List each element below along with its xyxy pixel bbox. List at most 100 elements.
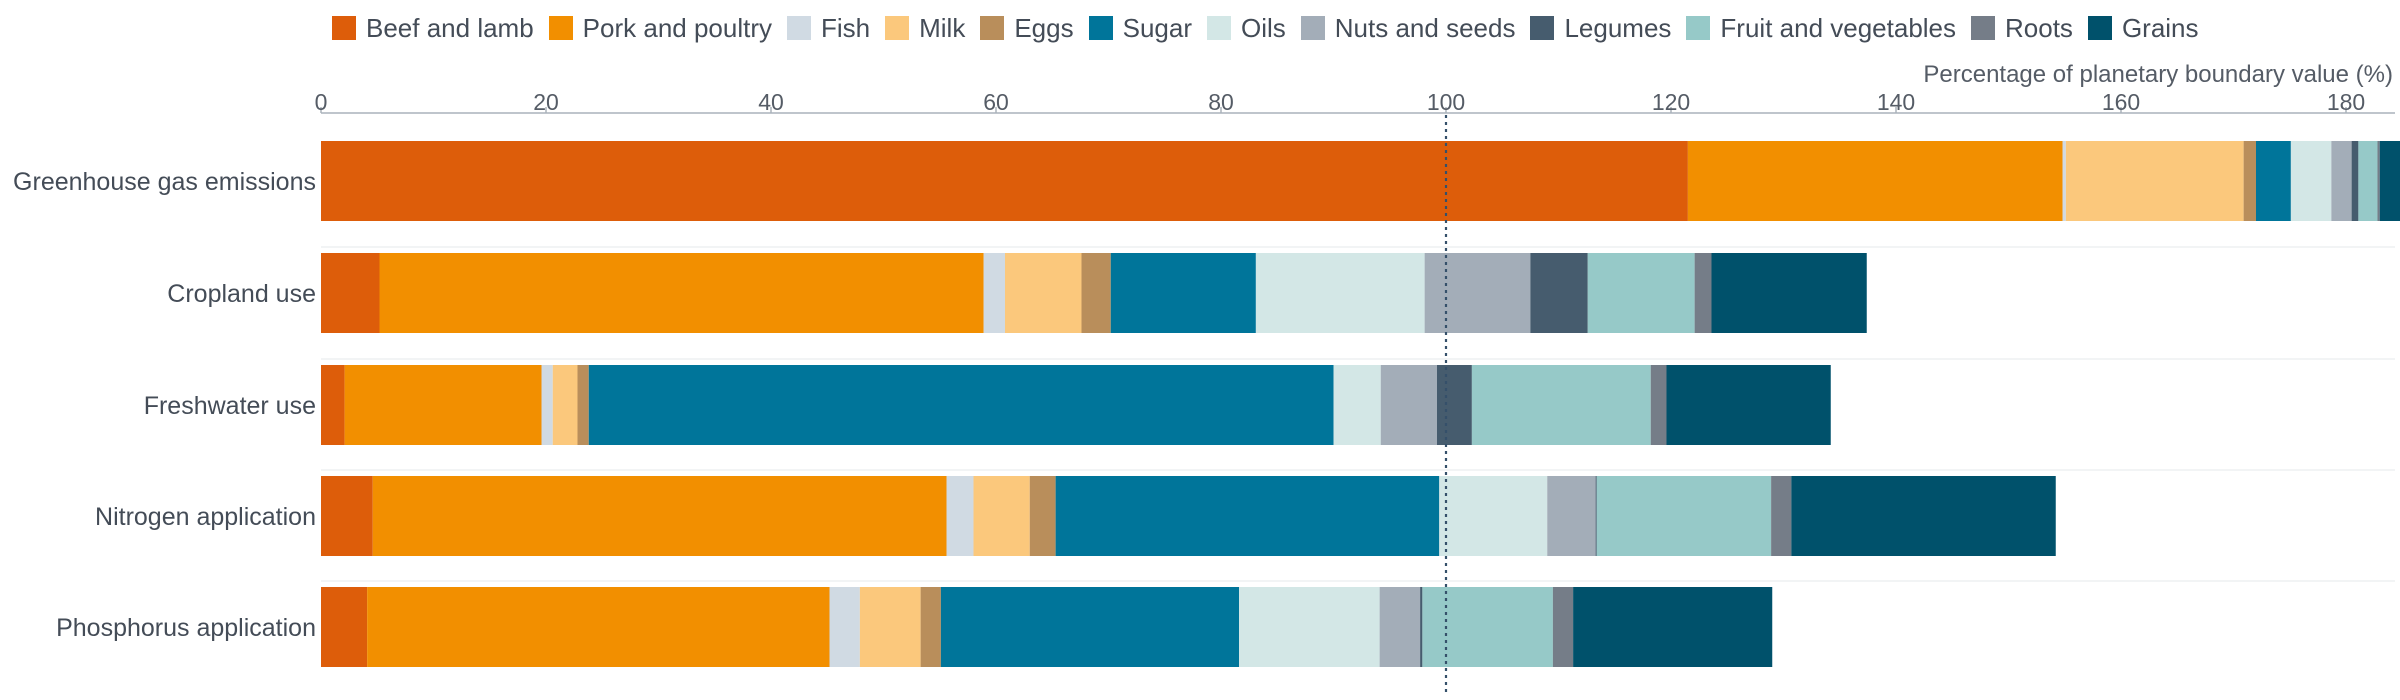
legend-item-roots[interactable]: Roots: [1971, 13, 2073, 44]
bar-segment-phosphorus-application-oils: [1239, 587, 1380, 667]
bar-segment-freshwater-use-milk: [552, 365, 578, 445]
bar-segment-phosphorus-application-eggs: [920, 587, 941, 667]
legend-item-grains[interactable]: Grains: [2087, 13, 2199, 44]
bar-segment-cropland-use-fruit-and-vegetables: [1587, 253, 1695, 333]
bar-segment-greenhouse-gas-emissions-roots: [2377, 141, 2380, 221]
x-tick-label: 0: [315, 89, 328, 115]
legend-item-pork-and-poultry[interactable]: Pork and poultry: [548, 12, 772, 44]
legend-item-legumes[interactable]: Legumes: [1530, 13, 1671, 44]
bar-segment-phosphorus-application-nuts-and-seeds: [1379, 587, 1421, 667]
bar-segment-nitrogen-application-legumes: [1595, 476, 1597, 556]
legend-label: Eggs: [1014, 12, 1074, 43]
x-tick-label: 140: [1877, 89, 1915, 115]
bar-segment-phosphorus-application-fruit-and-vegetables: [1422, 587, 1553, 667]
x-tick-label: 20: [533, 89, 559, 115]
legend-swatch: [1971, 16, 1996, 40]
bar-segment-greenhouse-gas-emissions-nuts-and-seeds: [2331, 141, 2352, 221]
bar-segment-nitrogen-application-fish: [946, 476, 974, 556]
category-label: Cropland use: [167, 280, 316, 308]
legend-label: Fish: [821, 12, 871, 43]
x-tick-label: 60: [983, 89, 1009, 115]
bar-segment-freshwater-use-roots: [1650, 365, 1667, 445]
legend-item-fish[interactable]: Fish: [787, 13, 870, 44]
bar-segment-cropland-use-sugar: [1110, 253, 1256, 333]
bar-segment-nitrogen-application-grains: [1791, 476, 2056, 556]
bar-segment-nitrogen-application-beef-and-lamb: [321, 476, 373, 556]
bar-segment-freshwater-use-legumes: [1437, 365, 1472, 445]
bar-segment-cropland-use-fish: [983, 253, 1006, 333]
x-tick-label: 80: [1208, 89, 1234, 115]
bar-segment-greenhouse-gas-emissions-legumes: [2351, 141, 2359, 221]
x-tick-label: 100: [1427, 89, 1465, 115]
legend-label: Fruit and vegetables: [1720, 12, 1957, 43]
legend-swatch: [1300, 16, 1325, 40]
legend-label: Legumes: [1564, 12, 1672, 43]
legend-swatch: [1530, 16, 1555, 40]
bar-segment-phosphorus-application-pork-and-poultry: [367, 587, 830, 667]
legend-swatch: [787, 16, 811, 40]
legend-item-sugar[interactable]: Sugar: [1088, 13, 1192, 44]
bar-segment-nitrogen-application-fruit-and-vegetables: [1596, 476, 1772, 556]
legend-label: Pork and poultry: [582, 12, 772, 43]
category-label: Greenhouse gas emissions: [13, 168, 316, 196]
x-tick-label: 120: [1652, 89, 1690, 115]
legend-swatch: [332, 16, 356, 40]
bar-segment-phosphorus-application-legumes: [1420, 587, 1423, 667]
legend-item-oils[interactable]: Oils: [1207, 13, 1286, 44]
x-axis-title: Percentage of planetary boundary value (…: [1923, 61, 2393, 88]
legend-swatch: [1207, 16, 1231, 40]
bar-segment-greenhouse-gas-emissions-grains: [2379, 141, 2400, 221]
bar-segment-cropland-use-eggs: [1081, 253, 1111, 333]
legend-item-milk[interactable]: Milk: [885, 13, 965, 44]
bar-segment-cropland-use-legumes: [1530, 253, 1588, 333]
category-label: Freshwater use: [144, 392, 316, 420]
legend-label: Nuts and seeds: [1334, 12, 1516, 43]
legend-swatch: [548, 16, 573, 40]
bar-segment-greenhouse-gas-emissions-eggs: [2243, 141, 2257, 221]
bar-segment-nitrogen-application-milk: [973, 476, 1030, 556]
bar-segment-nitrogen-application-sugar: [1055, 476, 1440, 556]
legend-label: Oils: [1241, 12, 1286, 43]
bar-segment-freshwater-use-beef-and-lamb: [321, 365, 345, 445]
bar-segment-cropland-use-milk: [1005, 253, 1082, 333]
x-tick-label: 180: [2327, 89, 2365, 115]
bar-segment-cropland-use-grains: [1711, 253, 1867, 333]
bar-segment-freshwater-use-pork-and-poultry: [344, 365, 542, 445]
legend-swatch: [885, 16, 910, 40]
bar-segment-nitrogen-application-eggs: [1029, 476, 1056, 556]
bar-segment-greenhouse-gas-emissions-fish: [2062, 141, 2066, 221]
bar-segment-greenhouse-gas-emissions-pork-and-poultry: [1687, 141, 2063, 221]
legend-swatch: [980, 16, 1005, 40]
bar-segment-greenhouse-gas-emissions-sugar: [2256, 141, 2291, 221]
legend-item-beef-and-lamb[interactable]: Beef and lamb: [332, 13, 534, 44]
bar-segment-nitrogen-application-pork-and-poultry: [372, 476, 947, 556]
category-label: Nitrogen application: [95, 503, 316, 531]
bar-segment-freshwater-use-eggs: [577, 365, 589, 445]
legend-label: Beef and lamb: [366, 12, 534, 43]
legend-swatch: [1686, 16, 1711, 40]
bar-segment-freshwater-use-oils: [1333, 365, 1381, 445]
bar-segment-phosphorus-application-milk: [859, 587, 921, 667]
legend-item-nuts-and-seeds[interactable]: Nuts and seeds: [1300, 12, 1516, 44]
legend-swatch: [2087, 16, 2112, 40]
bar-segment-phosphorus-application-roots: [1552, 587, 1574, 667]
bar-segment-freshwater-use-sugar: [588, 365, 1334, 445]
legend-label: Milk: [919, 12, 966, 43]
bar-segment-greenhouse-gas-emissions-beef-and-lamb: [321, 141, 1688, 221]
legend-swatch: [1088, 16, 1113, 40]
legend-item-fruit-and-vegetables[interactable]: Fruit and vegetables: [1686, 13, 1956, 44]
bar-segment-nitrogen-application-roots: [1771, 476, 1792, 556]
bar-segment-greenhouse-gas-emissions-fruit-and-vegetables: [2358, 141, 2378, 221]
legend-label: Roots: [2005, 12, 2073, 43]
legend-item-eggs[interactable]: Eggs: [980, 12, 1074, 44]
bar-segment-nitrogen-application-nuts-and-seeds: [1547, 476, 1596, 556]
bar-segment-nitrogen-application-oils: [1439, 476, 1548, 556]
bar-segment-greenhouse-gas-emissions-milk: [2065, 141, 2244, 221]
bar-segment-phosphorus-application-beef-and-lamb: [321, 587, 368, 667]
bar-segment-cropland-use-pork-and-poultry: [379, 253, 984, 333]
bar-segment-phosphorus-application-grains: [1573, 587, 1773, 667]
bar-segment-freshwater-use-nuts-and-seeds: [1380, 365, 1437, 445]
bar-segment-phosphorus-application-sugar: [940, 587, 1240, 667]
bar-segment-freshwater-use-grains: [1666, 365, 1831, 445]
